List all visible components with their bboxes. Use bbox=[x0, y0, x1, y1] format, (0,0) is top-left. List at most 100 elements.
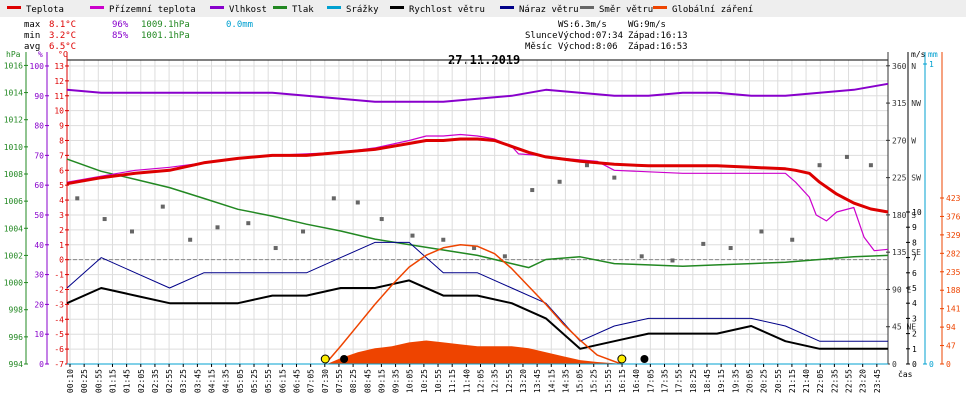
x-tick-label: 13:45 bbox=[533, 369, 542, 393]
temperature-tick-label: 4 bbox=[59, 196, 64, 205]
stats-avg-temp: 6.5°C bbox=[49, 42, 76, 52]
temperature-tick-label: 13 bbox=[54, 62, 64, 71]
x-tick-label: 07:55 bbox=[335, 369, 344, 393]
stats-min-label: min bbox=[24, 31, 40, 41]
radiation-tick-label: 0 bbox=[946, 360, 951, 369]
temperature-tick-label: 5 bbox=[59, 181, 64, 190]
x-tick-label: 17:05 bbox=[646, 369, 655, 393]
x-tick-label: 15:55 bbox=[604, 369, 613, 393]
gust-line bbox=[66, 241, 888, 342]
direction-tick-label: 225 SW bbox=[892, 174, 921, 183]
radiation-tick-label: 47 bbox=[946, 342, 956, 351]
stats-max-temp: 8.1°C bbox=[49, 20, 76, 30]
info-moon-label: Měsíc bbox=[525, 42, 552, 52]
direction-point bbox=[102, 217, 107, 222]
temperature-tick-label: -4 bbox=[54, 315, 64, 324]
x-tick-label: 05:55 bbox=[264, 369, 273, 393]
direction-point bbox=[639, 254, 644, 259]
wind-tick-label: 7 bbox=[912, 254, 917, 263]
rain-tick-label: 1 bbox=[929, 60, 934, 69]
stats-min-press: 1001.1hPa bbox=[141, 31, 190, 41]
pressure-tick-label: 1012 bbox=[4, 116, 23, 125]
direction-point bbox=[441, 237, 446, 242]
legend-label-7: Směr větru bbox=[599, 5, 653, 15]
temperature-tick-label: 0 bbox=[59, 256, 64, 265]
legend-swatch-2 bbox=[210, 6, 224, 9]
direction-point bbox=[844, 154, 849, 159]
x-tick-label: 09:15 bbox=[377, 369, 386, 393]
legend-swatch-6 bbox=[500, 6, 514, 9]
temperature-line bbox=[66, 137, 889, 214]
x-tick-label: 05:25 bbox=[250, 369, 259, 393]
x-tick-label: 17:55 bbox=[675, 369, 684, 393]
direction-point bbox=[301, 229, 306, 234]
direction-tick-label: 315 NW bbox=[892, 99, 921, 108]
direction-point bbox=[215, 225, 220, 230]
x-tick-label: 22:05 bbox=[816, 369, 825, 393]
stats-min-temp: 3.2°C bbox=[49, 31, 76, 41]
humidity-tick-label: 80 bbox=[34, 122, 44, 131]
legend-swatch-8 bbox=[653, 6, 667, 9]
humidity-tick-label: 0 bbox=[39, 360, 44, 369]
pressure-tick-label: 1002 bbox=[4, 251, 23, 260]
wind-tick-label: 6 bbox=[912, 269, 917, 278]
sun-marker bbox=[320, 354, 330, 364]
x-tick-label: 13:20 bbox=[519, 369, 528, 393]
x-tick-label: 23:45 bbox=[873, 369, 882, 393]
stats-block: max 8.1°C 96% 1009.1hPa 0.0mm min 3.2°C … bbox=[24, 20, 253, 52]
x-tick-label: 00:10 bbox=[66, 369, 75, 393]
direction-point bbox=[331, 196, 336, 201]
temperature-tick-label: 10 bbox=[54, 107, 64, 116]
temperature-tick-label: 8 bbox=[59, 136, 64, 145]
x-tick-label: 01:45 bbox=[123, 369, 132, 393]
temperature-tick-label: 9 bbox=[59, 122, 64, 131]
stats-max-hum: 96% bbox=[112, 20, 129, 30]
legend-swatch-7 bbox=[580, 6, 594, 9]
legend-label-1: Přízemní teplota bbox=[109, 5, 196, 15]
rain-tick-label: 0 bbox=[929, 360, 934, 369]
pressure-tick-label: 1006 bbox=[4, 197, 23, 206]
info-block: WS:6.3m/s WG:9m/s Slunce Východ:07:34 Zá… bbox=[525, 20, 688, 52]
direction-point bbox=[472, 246, 477, 251]
direction-point bbox=[273, 246, 278, 251]
info-moon-set: Západ:16:53 bbox=[628, 42, 688, 52]
x-tick-label: 19:35 bbox=[731, 369, 740, 393]
info-moon-rise: Východ:8:06 bbox=[558, 42, 618, 52]
legend-label-2: Vlhkost bbox=[229, 5, 267, 15]
x-tick-label: 12:55 bbox=[505, 369, 514, 393]
wind-tick-label: 5 bbox=[912, 284, 917, 293]
x-tick-label: 20:55 bbox=[774, 369, 783, 393]
radiation-tick-label: 235 bbox=[946, 268, 961, 277]
humidity-tick-label: 20 bbox=[34, 300, 44, 309]
direction-tick-label: 360 N bbox=[892, 62, 916, 71]
wind-tick-label: 1 bbox=[912, 345, 917, 354]
wind-tick-label: 3 bbox=[912, 314, 917, 323]
x-tick-label: 21:40 bbox=[802, 369, 811, 393]
direction-tick-label: 90 E bbox=[892, 285, 911, 294]
x-tick-label: 10:25 bbox=[420, 369, 429, 393]
direction-point bbox=[129, 229, 134, 234]
legend: Teplota Přízemní teplota Vlhkost Tlak Srážky… bbox=[7, 5, 753, 15]
pressure-line bbox=[66, 158, 889, 269]
radiation-tick-label: 188 bbox=[946, 286, 961, 295]
direction-point bbox=[670, 258, 675, 263]
legend-label-8: Globální záření bbox=[672, 5, 753, 15]
x-tick-label: 04:35 bbox=[222, 369, 231, 393]
radiation-tick-label: 376 bbox=[946, 212, 961, 221]
info-ws: WS:6.3m/s bbox=[558, 20, 607, 30]
wind-tick-label: 8 bbox=[912, 238, 917, 247]
x-tick-label: 12:05 bbox=[477, 369, 486, 393]
temperature-tick-label: 7 bbox=[59, 151, 64, 160]
x-tick-label: 10:55 bbox=[434, 369, 443, 393]
humidity-tick-label: 60 bbox=[34, 181, 44, 190]
x-tick-label: 17:35 bbox=[661, 369, 670, 393]
wind-tick-label: 9 bbox=[912, 223, 917, 232]
legend-swatch-0 bbox=[7, 6, 21, 9]
wind-tick-label: 4 bbox=[912, 299, 917, 308]
humidity-tick-label: 90 bbox=[34, 92, 44, 101]
x-tick-label: 00:55 bbox=[94, 369, 103, 393]
legend-swatch-5 bbox=[390, 6, 404, 9]
direction-point bbox=[868, 163, 873, 168]
x-tick-label: 19:15 bbox=[717, 369, 726, 393]
